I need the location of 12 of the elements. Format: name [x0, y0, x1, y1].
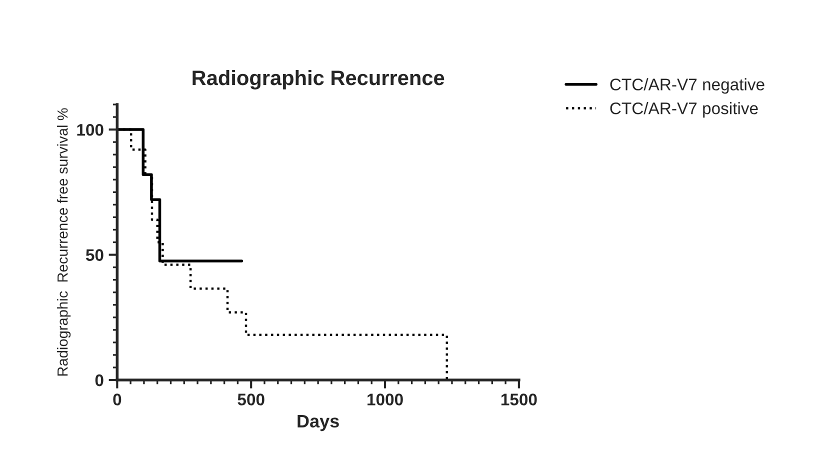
y-tick-label: 100: [77, 124, 104, 136]
legend-label: CTC/AR-V7 positive: [610, 102, 758, 118]
y-axis-title: Radiographic Recurrence free survival %: [57, 108, 71, 376]
y-tick-label: 50: [86, 249, 104, 261]
x-tick-label: 1000: [368, 394, 403, 406]
chart-title: Radiographic Recurrence: [192, 70, 444, 90]
x-axis-title: Days: [298, 414, 339, 432]
x-tick-label: 0: [113, 394, 122, 406]
legend-label: CTC/AR-V7 negative: [610, 78, 764, 94]
x-tick-label: 500: [238, 394, 264, 406]
x-tick-label: 1500: [501, 394, 537, 406]
y-tick-label: 0: [95, 374, 104, 386]
